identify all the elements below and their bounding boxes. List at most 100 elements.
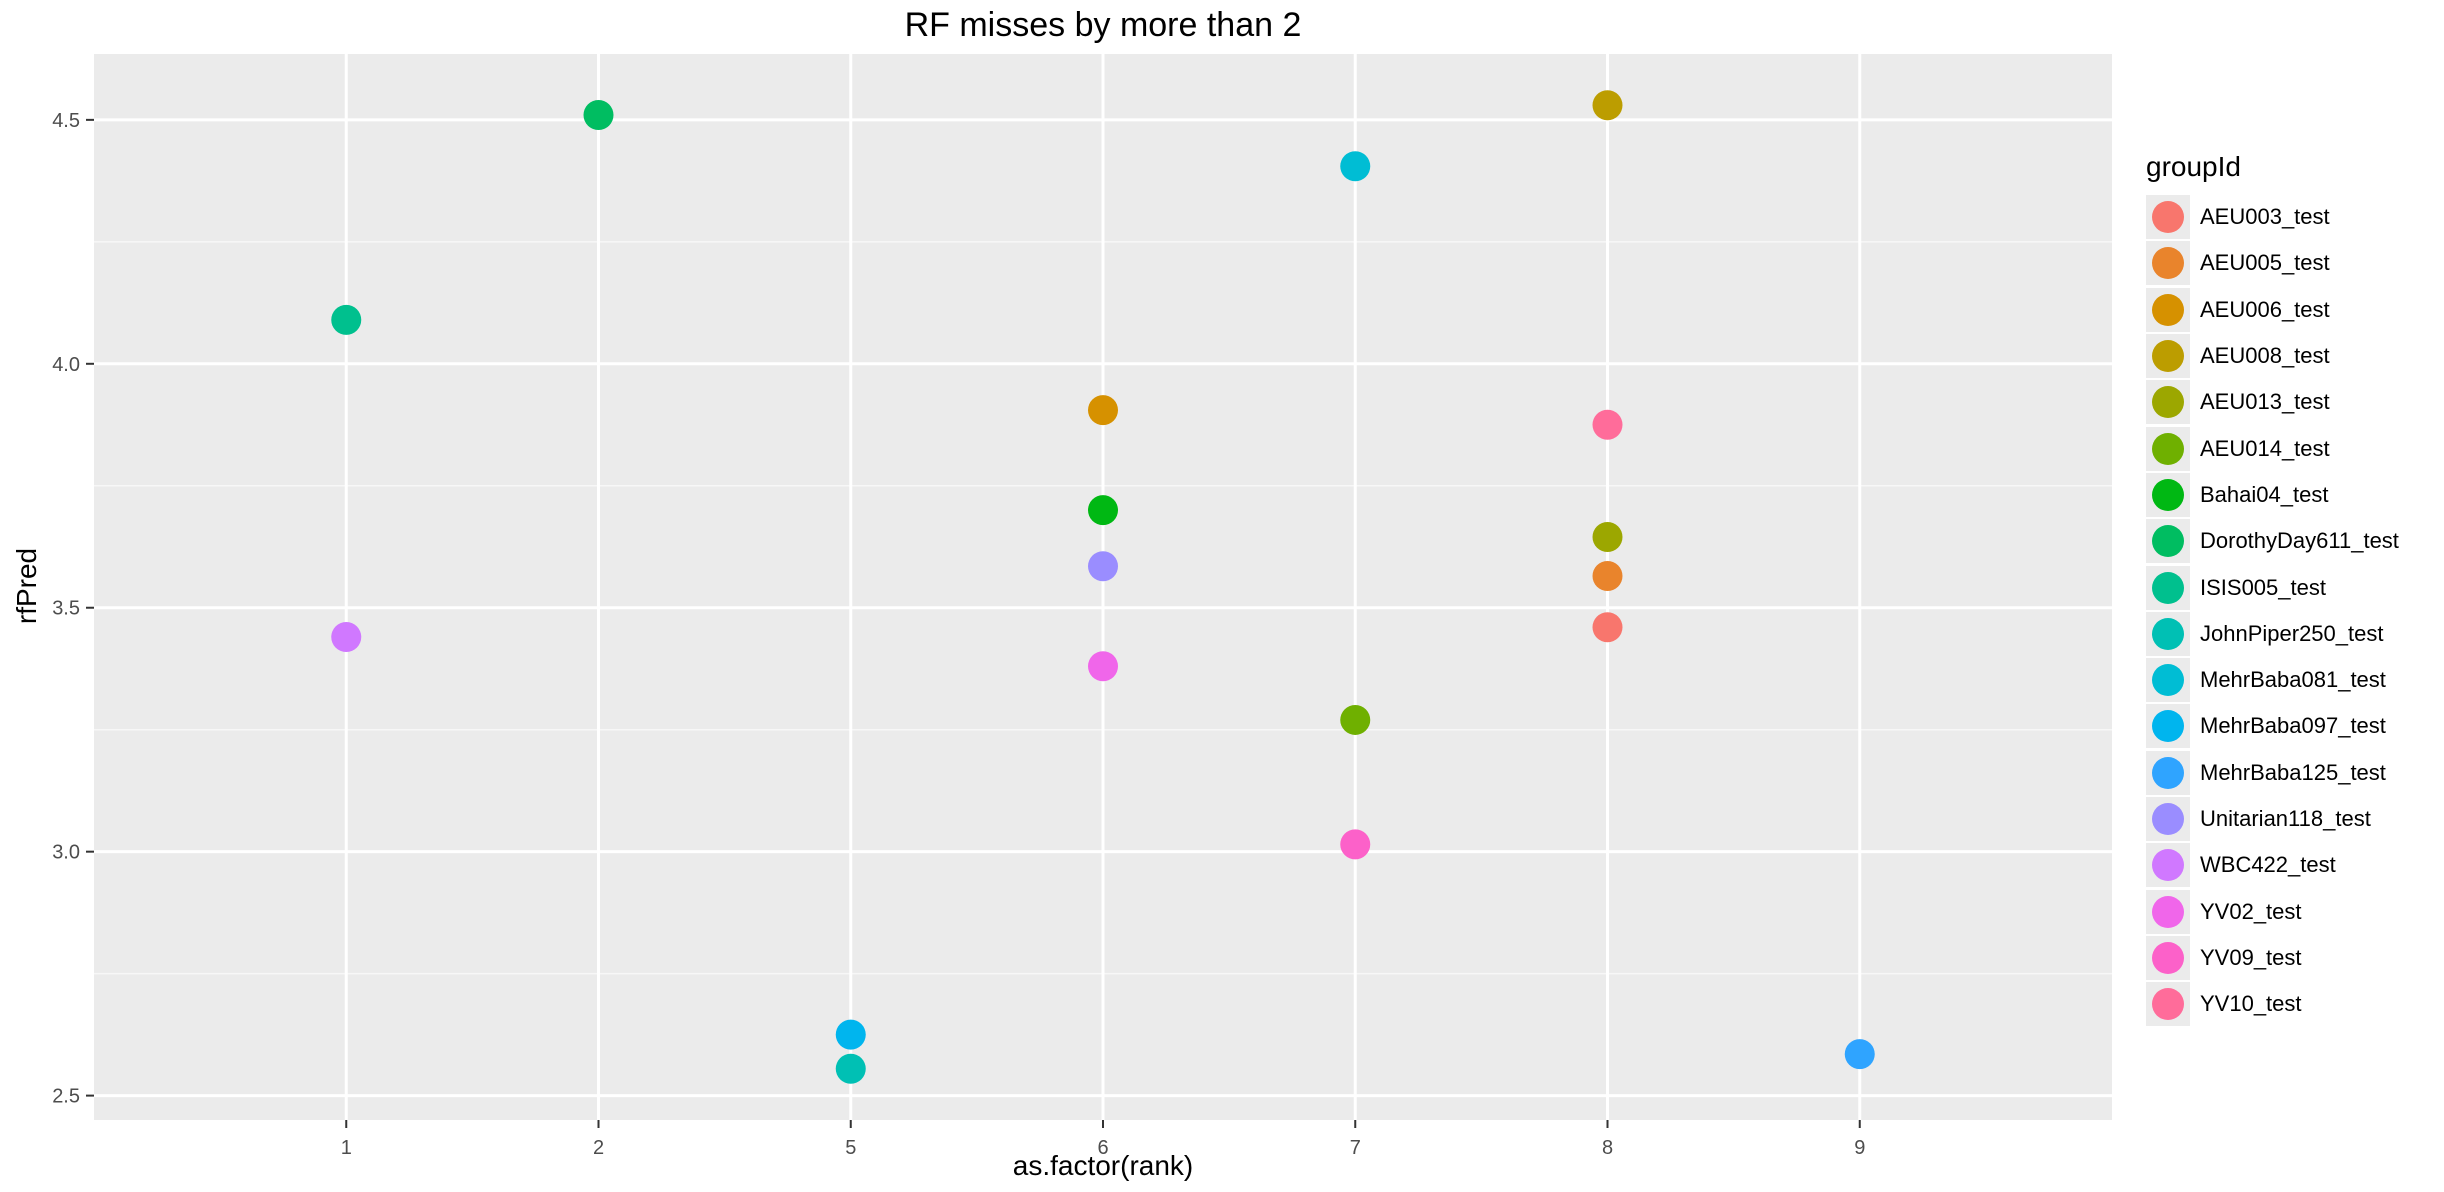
legend-key — [2146, 704, 2190, 749]
legend-item: AEU014_test — [2146, 425, 2399, 471]
legend-marker — [2152, 571, 2184, 604]
legend-marker — [2152, 247, 2184, 280]
data-point — [835, 1019, 866, 1050]
legend-key — [2146, 426, 2190, 471]
legend-key — [2146, 380, 2190, 425]
y-tick-label: 3.5 — [52, 598, 80, 620]
x-tick-label: 2 — [593, 1137, 604, 1159]
legend-marker — [2152, 895, 2184, 928]
legend-label: WBC422_test — [2200, 852, 2336, 878]
legend-key — [2146, 472, 2190, 517]
legend-label: MehrBaba081_test — [2200, 667, 2386, 693]
legend: groupId AEU003_test AEU005_test AEU006_tes… — [2146, 150, 2399, 1027]
legend-label: YV02_test — [2200, 898, 2302, 924]
legend-marker — [2152, 664, 2184, 697]
legend-marker — [2152, 756, 2184, 789]
legend-key — [2146, 797, 2190, 841]
legend-marker — [2152, 710, 2184, 743]
legend-label: AEU014_test — [2200, 435, 2330, 461]
legend-item: MehrBaba125_test — [2146, 750, 2399, 796]
legend-item: Bahai04_test — [2146, 472, 2399, 518]
data-point — [1340, 151, 1371, 182]
data-point — [1844, 1039, 1875, 1070]
legend-marker — [2152, 849, 2184, 882]
legend-marker — [2152, 803, 2184, 835]
legend-item: AEU003_test — [2146, 194, 2399, 240]
data-point — [1088, 651, 1118, 682]
legend-label: YV09_test — [2200, 944, 2302, 970]
legend-label: MehrBaba097_test — [2200, 713, 2386, 739]
data-point — [1592, 612, 1623, 643]
legend-key — [2146, 195, 2190, 240]
legend-label: AEU003_test — [2200, 204, 2330, 230]
legend-marker — [2152, 617, 2184, 650]
x-tick-label: 5 — [845, 1137, 856, 1159]
data-point — [1088, 395, 1118, 426]
legend-marker — [2152, 340, 2184, 373]
legend-marker — [2152, 478, 2184, 511]
legend-title: groupId — [2146, 151, 2241, 182]
legend-label: AEU005_test — [2200, 250, 2330, 276]
legend-item: DorothyDay611_test — [2146, 518, 2399, 564]
legend-item: AEU008_test — [2146, 333, 2399, 379]
chart-title: RF misses by more than 2 — [904, 6, 1302, 44]
legend-item: WBC422_test — [2146, 842, 2399, 888]
legend-label: YV10_test — [2200, 991, 2302, 1017]
legend-key — [2146, 889, 2190, 934]
legend-key — [2146, 658, 2190, 703]
legend-key — [2146, 982, 2190, 1027]
x-tick-label: 8 — [1602, 1137, 1613, 1159]
legend-items: AEU003_test AEU005_test AEU006_test AEU008_… — [2146, 194, 2399, 1027]
y-tick-label: 4.0 — [52, 354, 80, 376]
legend-label: AEU013_test — [2200, 389, 2330, 415]
data-point — [583, 99, 614, 130]
legend-label: DorothyDay611_test — [2200, 528, 2399, 554]
legend-label: Bahai04_test — [2200, 481, 2329, 507]
legend-item: MehrBaba097_test — [2146, 703, 2399, 749]
legend-key — [2146, 241, 2190, 286]
y-tick-label: 2.5 — [52, 1086, 80, 1108]
data-point — [1592, 521, 1623, 552]
legend-item: JohnPiper250_test — [2146, 611, 2399, 657]
legend-key — [2146, 334, 2190, 379]
legend-item: ISIS005_test — [2146, 564, 2399, 610]
legend-item: Unitarian118_test — [2146, 796, 2399, 842]
data-point — [1592, 409, 1623, 440]
legend-marker — [2152, 386, 2184, 419]
x-tick-label: 6 — [1097, 1137, 1108, 1159]
legend-item: AEU013_test — [2146, 379, 2399, 425]
legend-key — [2146, 750, 2190, 795]
legend-marker — [2152, 941, 2184, 974]
data-point — [331, 304, 362, 335]
legend-item: MehrBaba081_test — [2146, 657, 2399, 703]
legend-marker — [2152, 201, 2184, 234]
data-point — [1340, 829, 1371, 860]
data-point — [1592, 561, 1623, 592]
data-point — [1340, 704, 1371, 735]
x-axis-label: as.factor(rank) — [1012, 1150, 1194, 1181]
legend-key — [2146, 611, 2190, 656]
legend-item: AEU006_test — [2146, 287, 2399, 333]
data-point — [835, 1053, 866, 1084]
axes: 2.5 3.0 3.5 4.0 4.5 1 2 5 6 7 8 9 — [52, 110, 1865, 1159]
legend-key — [2146, 843, 2190, 888]
legend-label: AEU008_test — [2200, 343, 2330, 369]
legend-label: ISIS005_test — [2200, 574, 2326, 600]
legend-key — [2146, 565, 2190, 610]
data-point — [1088, 551, 1118, 582]
legend-key — [2146, 519, 2190, 564]
data-points — [331, 90, 1875, 1084]
legend-marker — [2152, 293, 2184, 326]
legend-key — [2146, 935, 2190, 980]
x-tick-label: 1 — [341, 1137, 352, 1159]
legend-marker — [2152, 525, 2184, 558]
legend-label: JohnPiper250_test — [2200, 620, 2384, 646]
legend-marker — [2152, 988, 2184, 1021]
y-tick-label: 3.0 — [52, 842, 80, 864]
legend-marker — [2152, 432, 2184, 465]
legend-item: AEU005_test — [2146, 240, 2399, 286]
data-point — [331, 622, 362, 653]
legend-item: YV09_test — [2146, 935, 2399, 981]
y-axis-label: rfPred — [11, 547, 42, 625]
